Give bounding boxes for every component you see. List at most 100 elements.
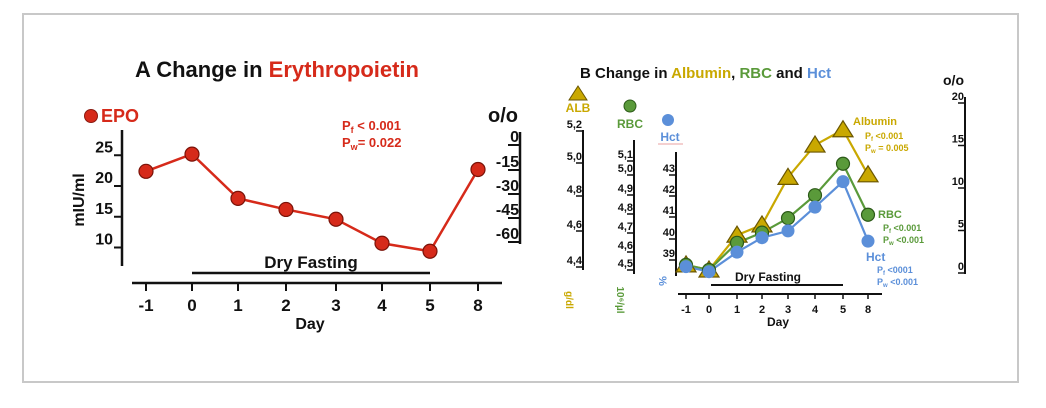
epo-data-point	[374, 235, 390, 251]
x-tick-label: 0	[706, 304, 712, 316]
rbc-tick-label: 5,0	[618, 163, 633, 175]
albumin-line	[685, 128, 869, 272]
hct-tick-label: 43	[663, 163, 675, 175]
alb-tick-label: 5,0	[567, 151, 582, 163]
y-tick-label: 25	[95, 139, 113, 156]
hct-axis-title: Hct	[660, 130, 679, 144]
x-tick-label: 1	[734, 304, 740, 316]
p-value-text: Pf < 0.001	[342, 118, 401, 135]
rbc-axis-title: RBC	[617, 117, 643, 131]
right-tick-label: 10	[952, 176, 964, 188]
alb-tick-label: 4,6	[567, 219, 582, 231]
alb-tick-label: 5,2	[567, 119, 582, 131]
right-tick-label: 0	[958, 261, 964, 273]
p-value-text: Pf <0001	[877, 265, 913, 277]
rbc-tick-label: 4,7	[618, 221, 633, 233]
right-tick-label: -45	[496, 202, 519, 219]
alb-axis-title: ALB	[566, 101, 591, 115]
y-tick-label: 10	[95, 232, 113, 249]
right-tick-label: 15	[952, 134, 964, 146]
rbc-tick-label: 4,6	[618, 240, 633, 252]
x-tick-label: 0	[187, 296, 196, 315]
epo-data-point	[184, 146, 200, 162]
x-tick-label: 2	[281, 296, 290, 315]
x-tick-label: 2	[759, 304, 765, 316]
hct-line	[685, 180, 870, 273]
rbc-data-point	[835, 156, 851, 171]
hct-data-point	[679, 260, 693, 274]
hct-data-point	[781, 224, 795, 238]
albumin-data-point	[831, 119, 855, 138]
epo-data-point	[230, 190, 246, 206]
x-tick-label: 1	[233, 296, 242, 315]
x-tick-label: 4	[377, 296, 387, 315]
y-tick-label: 20	[95, 170, 113, 187]
panel-label: B	[580, 65, 595, 82]
hct-data-point	[808, 200, 822, 214]
panel-label: A	[135, 57, 156, 82]
x-tick-label: 5	[425, 296, 434, 315]
right-tick-label: -15	[496, 154, 519, 171]
dry-fasting-label: Dry Fasting	[264, 253, 358, 272]
alb-tick-label: 4,8	[567, 184, 582, 196]
hct-data-point	[755, 231, 769, 245]
albumin-data-point	[776, 167, 800, 185]
right-tick-label: -30	[496, 178, 519, 195]
albumin-data-point	[856, 164, 880, 183]
rbc-series-label: RBC	[878, 209, 902, 221]
alb-unit-label: g/dl	[563, 291, 574, 309]
p-value-text: Pw <0.001	[883, 235, 924, 247]
p-value-text: Pf <0.001	[883, 223, 921, 235]
x-tick-label: 8	[473, 296, 482, 315]
rbc-data-point	[807, 188, 823, 203]
legend-label-epo: EPO	[101, 106, 139, 126]
hct-data-point	[730, 245, 744, 259]
epo-data-point	[328, 211, 344, 227]
hct-tick-label: 40	[663, 227, 675, 239]
x-tick-label: 4	[812, 304, 819, 316]
right-axis-title: o/o	[488, 105, 518, 127]
right-tick-label: 20	[952, 91, 964, 103]
hct-tick-label: 41	[663, 205, 675, 217]
right-axis-title: o/o	[943, 72, 964, 88]
epo-data-point	[422, 243, 438, 259]
epo-data-point	[138, 163, 154, 179]
panel-b-albumin-rbc-hct-chart: B Change in Albumin, RBC and Hct ALB 5,2 5,…	[563, 65, 966, 329]
alb-legend-triangle-icon	[568, 85, 588, 101]
hct-legend-circle-icon	[662, 114, 674, 126]
rbc-data-point	[860, 207, 876, 222]
p-value-text: Pw <0.001	[877, 277, 918, 289]
x-axis-title: Day	[767, 315, 789, 329]
y-tick-label: 15	[95, 201, 113, 218]
epo-data-point	[278, 201, 294, 218]
epo-data-point	[470, 161, 486, 178]
panel-a-epo-chart: A Change in Erythropoietin EPO Pf < 0.001P…	[71, 57, 522, 333]
right-tick-label: -60	[496, 226, 519, 243]
right-tick-label: 0	[510, 129, 519, 146]
epo-legend-marker-icon	[84, 109, 98, 123]
x-tick-label: -1	[681, 304, 691, 316]
rbc-unit-label: 10⁶/µl	[614, 286, 625, 313]
rbc-tick-label: 4,8	[618, 202, 633, 214]
y-axis-title: mIU/ml	[71, 173, 88, 226]
hct-tick-label: 42	[663, 184, 675, 196]
x-tick-label: 3	[785, 304, 791, 316]
hct-data-point	[861, 234, 875, 248]
alb-tick-label: 4,4	[567, 255, 583, 267]
p-value-text: Pw = 0.005	[865, 143, 908, 155]
hct-series-label: Hct	[866, 250, 885, 264]
rbc-tick-label: 5,1	[618, 149, 633, 161]
hct-unit-label: %	[656, 276, 668, 286]
x-tick-label: 3	[331, 296, 340, 315]
p-value-text: Pf <0.001	[865, 131, 903, 143]
hct-data-point	[702, 265, 716, 279]
rbc-tick-label: 4,5	[618, 258, 633, 270]
x-tick-label: 8	[865, 304, 871, 316]
hct-data-point	[836, 175, 850, 189]
x-tick-label: 5	[840, 304, 846, 316]
x-axis-title: Day	[295, 316, 324, 333]
panel-a-title: A Change in Erythropoietin	[135, 57, 419, 82]
panel-b-title: B Change in Albumin, RBC and Hct	[580, 65, 831, 82]
rbc-data-point	[780, 211, 796, 226]
